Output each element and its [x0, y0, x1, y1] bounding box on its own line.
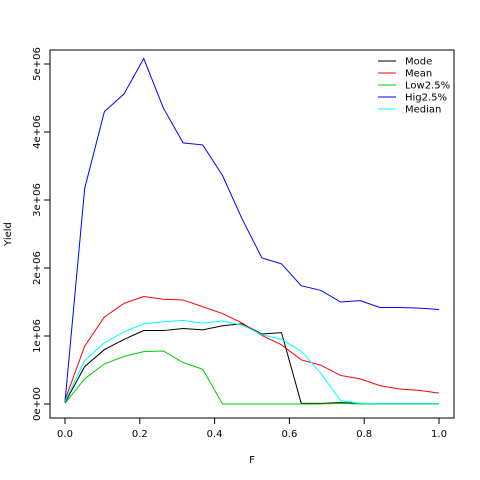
x-axis: 0.0 0.2 0.4 0.6 0.8 1.0	[57, 418, 447, 440]
x-tick-label: 0.8	[356, 429, 372, 440]
y-axis: 0e+00 1e+06 2e+06 3e+06 4e+06 5e+06	[32, 47, 50, 421]
legend-label: Mean	[405, 69, 432, 80]
y-tick-label: 3e+06	[32, 183, 43, 217]
x-axis-label: F	[249, 455, 255, 466]
x-tick-label: 0.2	[132, 429, 148, 440]
x-tick-label: 0.6	[281, 429, 297, 440]
x-tick-label: 1.0	[431, 429, 447, 440]
y-tick-label: 5e+06	[32, 47, 43, 81]
x-tick-label: 0.4	[207, 429, 223, 440]
y-tick-label: 4e+06	[32, 115, 43, 149]
series-line-mean	[64, 296, 440, 401]
series-line-hig2-5-	[64, 57, 440, 403]
plot-area-frame	[49, 49, 455, 419]
x-tick-label: 0.0	[57, 429, 73, 440]
legend-label: Median	[405, 105, 441, 116]
legend-label: Hig2.5%	[405, 93, 447, 104]
series-line-median	[64, 319, 439, 405]
y-tick-label: 0e+00	[32, 387, 43, 421]
legend-label: Low2.5%	[405, 81, 450, 92]
y-tick-label: 2e+06	[32, 251, 43, 285]
series-lines	[64, 57, 440, 405]
y-tick-label: 1e+06	[32, 319, 43, 353]
y-axis-label: Yield	[3, 222, 14, 247]
legend-label: Mode	[405, 57, 432, 68]
